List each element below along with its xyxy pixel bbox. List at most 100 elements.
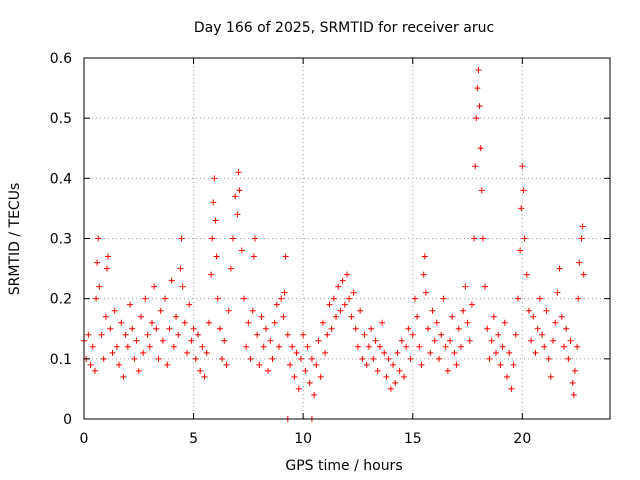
data-point	[416, 343, 423, 350]
data-point	[201, 373, 208, 380]
data-point	[155, 355, 162, 362]
data-point	[177, 265, 184, 272]
data-point	[532, 349, 539, 356]
y-tick-labels: 0 0.1 0.2 0.3 0.4 0.5 0.6	[50, 51, 72, 428]
data-point	[166, 325, 173, 332]
data-point	[93, 295, 100, 302]
data-points	[81, 67, 587, 422]
data-point	[477, 145, 484, 152]
x-tick-label: 0	[80, 431, 89, 447]
data-point	[556, 265, 563, 272]
data-point	[146, 343, 153, 350]
data-point	[475, 67, 482, 74]
data-point	[394, 349, 401, 356]
data-point	[142, 295, 149, 302]
data-point	[372, 337, 379, 344]
data-point	[368, 325, 375, 332]
data-point	[293, 349, 300, 356]
data-point	[100, 355, 107, 362]
x-tick-label: 10	[294, 431, 312, 447]
data-point	[344, 271, 350, 278]
data-point	[567, 337, 574, 344]
data-point	[297, 355, 304, 362]
data-point	[324, 331, 331, 338]
data-point	[227, 265, 234, 272]
data-point	[197, 367, 204, 374]
y-tick-label: 0.5	[50, 111, 72, 127]
data-point	[376, 343, 383, 350]
data-point	[289, 343, 296, 350]
data-point	[418, 361, 425, 368]
data-point	[87, 361, 94, 368]
data-point	[179, 283, 186, 290]
data-point	[427, 349, 434, 356]
data-point	[370, 355, 377, 362]
data-point	[484, 325, 491, 332]
data-point	[300, 331, 307, 338]
data-point	[306, 379, 313, 386]
data-point	[85, 331, 92, 338]
data-point	[164, 361, 171, 368]
data-point	[405, 325, 412, 332]
data-point	[153, 325, 160, 332]
data-point	[398, 337, 405, 344]
data-point	[175, 331, 182, 338]
x-tick-label: 15	[404, 431, 422, 447]
data-point	[429, 307, 436, 314]
data-point	[127, 301, 134, 308]
x-tick-labels: 0 5 10 15 20	[80, 431, 532, 447]
data-point	[199, 343, 206, 350]
data-point	[211, 175, 218, 182]
data-point	[291, 373, 298, 380]
data-point	[269, 355, 276, 362]
data-point	[302, 367, 309, 374]
data-point	[104, 265, 111, 272]
data-point	[230, 235, 237, 242]
data-point	[140, 349, 147, 356]
data-point	[251, 235, 258, 242]
data-point	[499, 343, 506, 350]
data-point	[304, 343, 311, 350]
data-point	[449, 313, 456, 320]
data-point	[497, 361, 504, 368]
data-point	[254, 331, 261, 338]
data-point	[214, 295, 221, 302]
data-point	[95, 235, 102, 242]
data-point	[473, 115, 480, 122]
data-point	[209, 235, 216, 242]
data-point	[436, 355, 443, 362]
data-point	[508, 385, 515, 392]
data-point	[107, 325, 114, 332]
data-point	[438, 331, 445, 338]
y-tick-label: 0.1	[50, 352, 72, 368]
data-point	[212, 217, 219, 224]
data-point	[381, 349, 388, 356]
data-point	[451, 349, 458, 356]
data-point	[387, 385, 394, 392]
data-point	[495, 331, 502, 338]
data-point	[249, 307, 256, 314]
data-point	[116, 361, 123, 368]
data-point	[96, 283, 103, 290]
data-point	[570, 391, 577, 398]
y-tick-label: 0	[63, 412, 72, 428]
data-point	[433, 319, 440, 326]
data-point	[133, 337, 140, 344]
data-point	[563, 325, 570, 332]
data-point	[328, 325, 335, 332]
data-point	[411, 295, 418, 302]
data-point	[547, 373, 554, 380]
data-point	[219, 355, 226, 362]
data-point	[223, 361, 230, 368]
data-point	[267, 337, 274, 344]
data-point	[403, 343, 410, 350]
data-point	[543, 307, 550, 314]
data-point	[350, 289, 357, 296]
data-point	[447, 337, 454, 344]
data-point	[571, 367, 578, 374]
plot-frame	[83, 57, 611, 420]
x-tick-label: 20	[513, 431, 531, 447]
data-point	[468, 301, 475, 308]
data-point	[520, 187, 527, 194]
data-point	[346, 295, 353, 302]
